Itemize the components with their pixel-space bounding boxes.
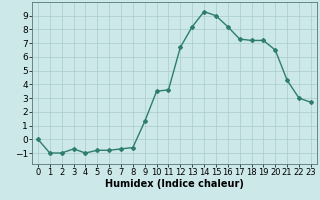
X-axis label: Humidex (Indice chaleur): Humidex (Indice chaleur) bbox=[105, 179, 244, 189]
